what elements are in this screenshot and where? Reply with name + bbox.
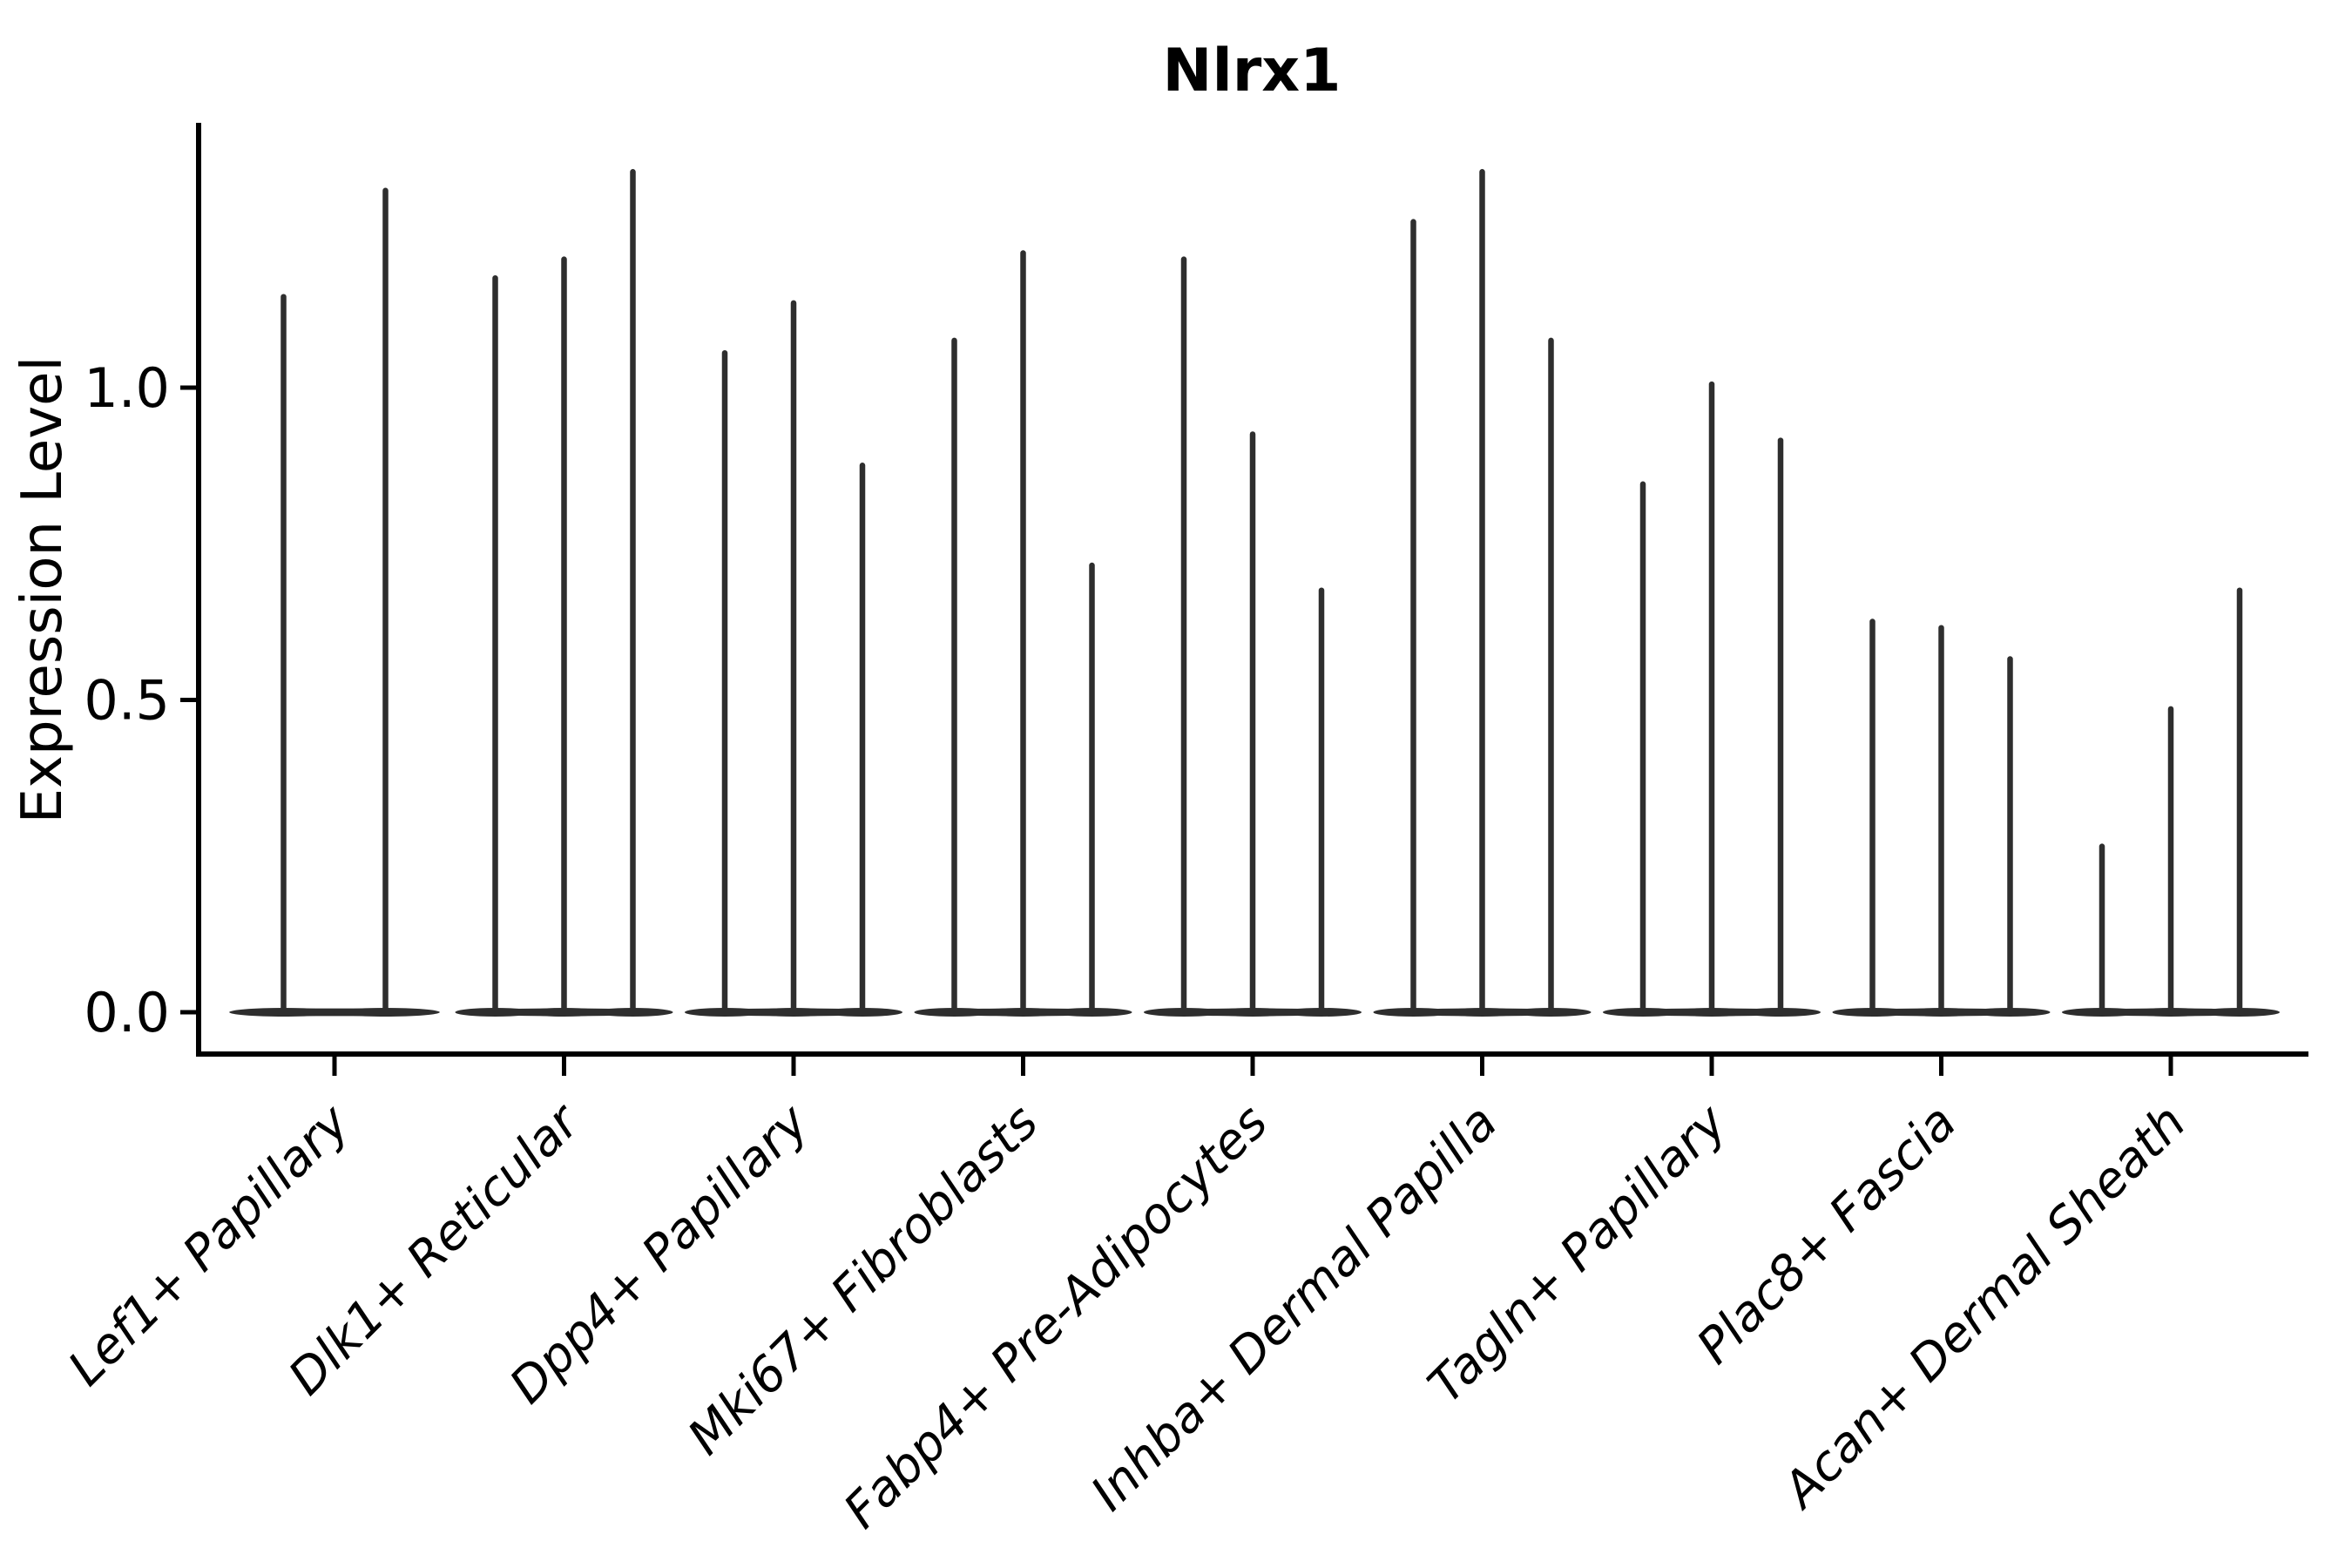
violin-tail-spike: [492, 274, 498, 1014]
violin-tail-spike: [721, 349, 728, 1015]
violin-layer: [229, 169, 2280, 1017]
y-tick-label: 0.0: [84, 981, 170, 1044]
violin-tail-spike: [1938, 625, 1944, 1014]
violin-tail-spike: [1479, 169, 1485, 1015]
violin-group: [685, 300, 902, 1017]
y-tick-mark: [180, 385, 196, 390]
violin-group: [1832, 618, 2051, 1017]
x-tick-mark: [1021, 1057, 1025, 1076]
violin-tail-spike: [280, 294, 287, 1014]
violin-tail-spike: [382, 187, 389, 1014]
violin-tail-spike: [1318, 587, 1325, 1014]
axes-spines: [196, 123, 2308, 1057]
x-tick-mark: [1939, 1057, 1943, 1076]
violin-tail-spike: [1020, 250, 1026, 1014]
bottom-spine: [196, 1051, 2308, 1057]
violin-tail-spike: [1089, 562, 1095, 1014]
violin-tail-spike: [2099, 843, 2105, 1014]
violin-group: [1603, 381, 1821, 1017]
violin-tail-spike: [859, 463, 866, 1014]
violin-tail-spike: [1548, 337, 1554, 1014]
chart-title: Nlrx1: [1163, 37, 1342, 105]
y-tick-label: 0.5: [84, 669, 170, 733]
x-tick-mark: [2168, 1057, 2173, 1076]
left-spine: [196, 123, 201, 1057]
violin-tail-spike: [951, 337, 957, 1014]
y-tick-mark: [180, 1010, 196, 1015]
x-tick-mark: [791, 1057, 796, 1076]
violin-tail-spike: [1869, 618, 1876, 1014]
x-tick-mark: [332, 1057, 337, 1076]
violin-tail-spike: [1410, 219, 1416, 1014]
x-tick-mark: [562, 1057, 566, 1076]
violin-tail-spike: [630, 169, 636, 1015]
y-tick-layer: 0.0 0.5 1.0: [84, 356, 196, 1044]
violin-group: [1373, 169, 1592, 1017]
violin-tail-spike: [2236, 587, 2243, 1014]
y-axis-label: Expression Level: [10, 356, 75, 824]
x-tick-mark: [1709, 1057, 1714, 1076]
violin-group: [914, 250, 1132, 1017]
violin-tail-spike: [1639, 481, 1646, 1014]
violin-tail-spike: [2167, 706, 2174, 1014]
violin-tail-spike: [1777, 437, 1784, 1014]
violin-tail-spike: [1708, 381, 1715, 1015]
violin-tail-spike: [1180, 256, 1187, 1014]
x-tick-mark: [1480, 1057, 1484, 1076]
violin-group: [229, 187, 440, 1017]
violin-tail-spike: [561, 256, 567, 1014]
violin-tail-spike: [1249, 431, 1256, 1014]
violin-group: [1144, 256, 1362, 1017]
y-tick-label: 1.0: [84, 356, 170, 420]
violin-tail-spike: [2007, 656, 2013, 1014]
violin-group: [455, 169, 673, 1017]
violin-group: [2062, 587, 2280, 1017]
y-tick-mark: [180, 698, 196, 702]
violin-tail-spike: [790, 300, 797, 1014]
x-tick-mark: [1250, 1057, 1255, 1076]
